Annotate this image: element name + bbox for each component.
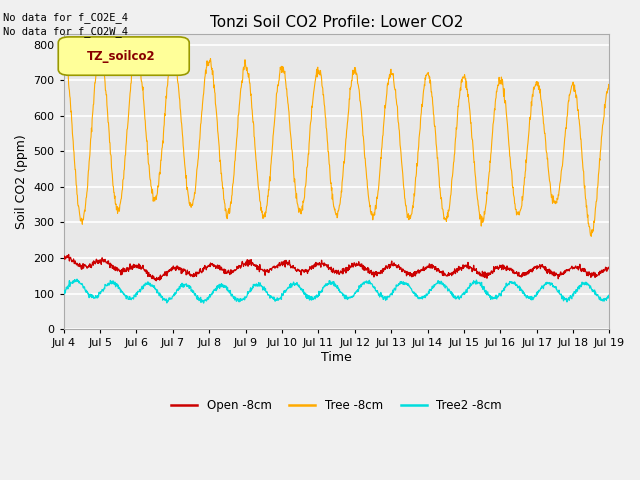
FancyBboxPatch shape [58, 37, 189, 75]
Text: No data for f_CO2E_4: No data for f_CO2E_4 [3, 12, 128, 23]
Text: TZ_soilco2: TZ_soilco2 [86, 49, 156, 62]
X-axis label: Time: Time [321, 351, 352, 364]
Text: No data for f_CO2W_4: No data for f_CO2W_4 [3, 26, 128, 37]
Title: Tonzi Soil CO2 Profile: Lower CO2: Tonzi Soil CO2 Profile: Lower CO2 [210, 15, 463, 30]
Y-axis label: Soil CO2 (ppm): Soil CO2 (ppm) [15, 134, 28, 229]
Legend: Open -8cm, Tree -8cm, Tree2 -8cm: Open -8cm, Tree -8cm, Tree2 -8cm [166, 394, 506, 417]
